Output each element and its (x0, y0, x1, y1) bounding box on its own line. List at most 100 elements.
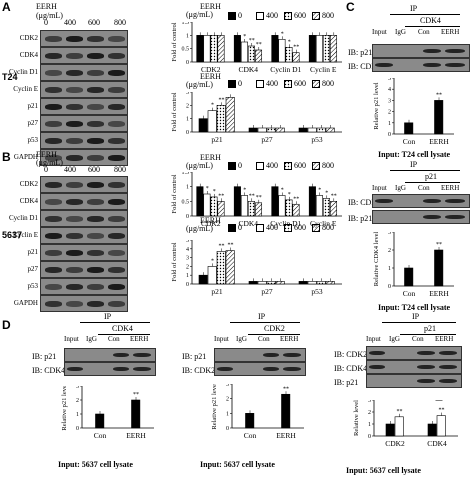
legend-label-800: 800 (322, 223, 334, 232)
blot-row-p27 (40, 115, 128, 132)
blot-d3-cdk2 (366, 346, 462, 360)
y-axis-label: Fold of control (171, 92, 178, 131)
y-tick-label: 2 (76, 398, 79, 404)
ib-label-p21: IB: p21 (348, 214, 373, 223)
legend-label-400: 400 (266, 11, 278, 20)
ip-label-d2: IP (258, 312, 266, 321)
significance-star: * (213, 189, 216, 195)
y-tick-label: 0 (388, 284, 391, 290)
significance-star: ** (331, 193, 337, 199)
ip-target-d2: CDK2 (264, 324, 285, 333)
legend-label-800: 800 (322, 161, 334, 170)
significance-star: * (243, 187, 246, 193)
blot-d2-p21 (214, 348, 306, 362)
blot-d2-cdk2 (214, 362, 306, 376)
y-tick-label: 1.5 (182, 22, 190, 26)
bar-EERH-0 (281, 393, 291, 429)
significance-star: ** (283, 386, 289, 392)
x-tick-label: p27 (261, 135, 273, 144)
significance-star: ** (436, 92, 442, 98)
bar-Cyclin D1-0 (271, 35, 279, 63)
ip-bracket (80, 322, 150, 323)
bar-p21-2 (216, 251, 226, 285)
dose-800: 800 (114, 18, 126, 27)
cell-line-t24: T24 (2, 72, 18, 82)
legend-swatch-0 (228, 224, 236, 232)
legend-swatch-800 (312, 80, 320, 88)
legend-label-eerh: EERH (444, 400, 461, 401)
ip-bracket (382, 322, 456, 323)
bar-Con-0 (404, 267, 414, 287)
lane-label-igg: IgG (395, 184, 406, 192)
significance-star: ** (249, 193, 255, 199)
cell-line-5637: 5637 (2, 230, 23, 240)
blot-label-p53: p53 (27, 136, 39, 144)
x-tick-label: Cyclin D1 (270, 65, 301, 74)
y-tick-label: 1 (388, 121, 391, 127)
blot-row-p53 (40, 278, 128, 295)
legend-unit: (μg/mL) (186, 161, 213, 170)
footer-d1: Input: 5637 cell lysate (58, 460, 133, 469)
lane-label-igg: IgG (395, 28, 406, 36)
y-axis-label: Fold of control (171, 22, 178, 61)
ip-bracket (248, 334, 300, 335)
y-tick-label: 5 (388, 78, 391, 82)
blot-label-cyclin-d1: Cyclin D1 (9, 214, 38, 222)
blot-label-p27: p27 (27, 119, 39, 127)
ip-label-d3: IP (412, 312, 420, 321)
blot-d3-p21 (366, 374, 462, 388)
x-tick-label: Cyclin D1 (270, 219, 301, 228)
y-tick-label: 1 (76, 412, 79, 418)
significance-star: ** (439, 408, 445, 414)
ib-label-p21: IB: p21 (334, 378, 359, 387)
blot-d1-p21 (64, 348, 156, 362)
y-axis-label: Relative p21 level (373, 82, 380, 129)
legend-swatch-0 (228, 80, 236, 88)
y-tick-label: 2 (388, 110, 391, 116)
bar-p27-3 (275, 127, 285, 133)
x-tick-label: EERH (276, 431, 296, 440)
bar-EERH-0 (131, 399, 141, 429)
y-tick-label: 2 (186, 103, 189, 109)
legend-swatch-800 (312, 162, 320, 170)
bar-CDK4-0 (427, 423, 437, 437)
bar-CDK2-1 (394, 416, 404, 437)
bar-p27-0 (248, 281, 258, 285)
legend-label-0: 0 (238, 161, 242, 170)
bar-Cyclin E-3 (329, 35, 338, 63)
unit-label-b: (μg/mL) (36, 158, 63, 167)
lane-label-eerh: EERH (441, 28, 460, 36)
bar-Cyclin D1-2 (285, 199, 293, 217)
dose-800: 800 (114, 165, 126, 174)
bar-p27-0 (248, 127, 258, 133)
y-tick-label: 4 (186, 247, 189, 253)
y-tick-label: 1 (186, 185, 189, 191)
legend-label-0: 0 (238, 223, 242, 232)
lane-label-con: Con (412, 335, 424, 343)
legend-unit: (μg/mL) (186, 10, 213, 19)
bar-Cyclin E-3 (329, 201, 338, 217)
legend-title: EERH (200, 216, 221, 225)
y-tick-label: 1 (368, 422, 371, 428)
bar-EERH-0 (434, 249, 444, 287)
ib-label-cdk2: IB: CDK2 (182, 366, 216, 375)
blot-label-p27: p27 (27, 265, 39, 273)
x-tick-label: Con (244, 431, 257, 440)
blot-label-cdk2: CDK2 (19, 180, 38, 188)
x-tick-label: CDK4 (238, 65, 258, 74)
significance-star: ** (249, 38, 255, 44)
blot-label-cdk4: CDK4 (19, 51, 38, 59)
bar-p21-1 (207, 110, 217, 133)
ip-bracket (400, 334, 456, 335)
lane-label-igg: IgG (86, 335, 97, 343)
blot-row-cyclin-e (40, 81, 128, 98)
treatment-label-b: EERH (36, 150, 57, 159)
legend-label-600: 600 (294, 223, 306, 232)
blot-label-cdk2: CDK2 (19, 34, 38, 42)
bar-p53-1 (307, 127, 317, 133)
y-tick-label: 0 (186, 60, 189, 66)
lane-label-igg: IgG (236, 335, 247, 343)
panel-letter-d: D (2, 318, 11, 332)
